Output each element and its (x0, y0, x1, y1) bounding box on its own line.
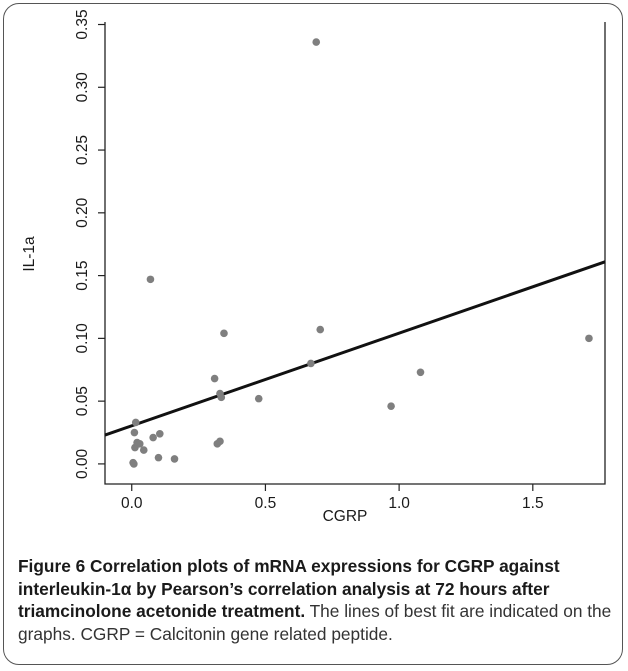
y-axis-label: IL-1a (21, 236, 38, 272)
best-fit-line (104, 260, 606, 437)
x-axis-label: CGRP (323, 508, 368, 525)
data-point (149, 433, 157, 442)
data-point (307, 359, 315, 368)
data-point (220, 329, 228, 338)
x-tick-label: 0.0 (121, 495, 143, 512)
data-point (146, 275, 155, 284)
data-point (130, 428, 139, 437)
data-point (217, 393, 226, 402)
x-tick-label: 1.5 (522, 495, 544, 512)
data-point (585, 334, 593, 343)
caption-plain-text: The lines of best fit are indicated on t… (18, 601, 612, 644)
data-point (139, 446, 148, 454)
data-point (416, 368, 425, 377)
data-point (156, 429, 164, 438)
y-tick-label: 0.20 (74, 197, 91, 228)
y-tick-label: 0.25 (74, 135, 91, 165)
y-tick-label: 0.15 (74, 261, 91, 291)
data-point (312, 38, 321, 46)
data-point (387, 402, 395, 410)
data-point (216, 437, 224, 446)
data-point (154, 453, 163, 462)
figure-frame (3, 3, 623, 665)
data-point (210, 374, 219, 383)
x-tick-label: 1.0 (388, 495, 410, 512)
y-tick-label: 0.35 (74, 9, 91, 39)
data-point (130, 460, 138, 468)
plot-box (104, 22, 606, 485)
figure-caption: Figure 6 Correlation plots of mRNA expre… (18, 555, 614, 645)
data-point (135, 440, 144, 448)
caption-bold-text: Figure 6 Correlation plots of mRNA expre… (18, 556, 560, 621)
data-point (131, 418, 140, 427)
data-point (316, 325, 325, 334)
y-tick-label: 0.30 (74, 72, 91, 103)
y-tick-label: 0.00 (74, 448, 91, 479)
x-tick-label: 0.5 (255, 495, 277, 512)
data-point (254, 394, 263, 403)
data-point (170, 455, 179, 463)
y-tick-label: 0.10 (74, 323, 91, 354)
y-tick-label: 0.05 (74, 386, 91, 416)
scatter-plot: 0.0 0.5 1.0 1.5 0.00 0.05 0.10 0.15 0.20 0.25 0.30… (21, 9, 606, 525)
